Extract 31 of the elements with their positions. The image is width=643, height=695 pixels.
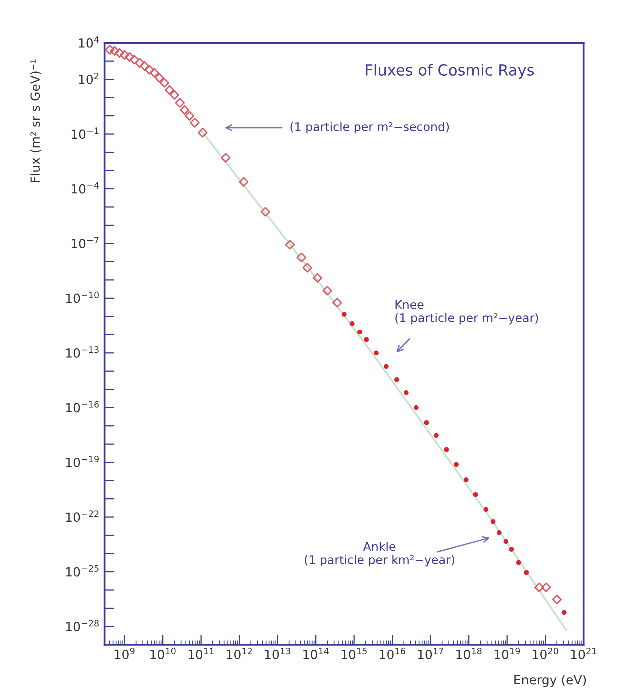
x-axis-title: Energy (eV) [514,675,586,688]
x-tick-label: 10$^{13}$ [265,648,290,660]
y-tick-label: 10$^{−22}$ [66,510,99,522]
x-tick-label: 10$^{17}$ [418,648,444,660]
x-tick-label: 10$^{20}$ [533,648,558,660]
y-tick-label: 10$^{−16}$ [66,401,100,413]
x-tick-label: 10$^{16}$ [380,648,406,660]
y-axis-title: Flux (m² sr s GeV)⁻¹ [30,60,42,182]
x-tick-label: 10$^{18}$ [456,648,482,660]
x-tick-label: 10$^{12}$ [227,648,252,660]
annotation: Ankle (1 particle per km²−year) [305,542,454,567]
y-tick-label: 10$^{−13}$ [66,346,99,358]
x-tick-label: 10$^{21}$ [571,648,596,660]
text: Fluxes of Cosmic Rays [366,64,534,79]
y-tick-label: 10$^{−7}$ [72,237,99,249]
x-tick-label: 10$^{11}$ [188,648,214,660]
x-tick-label: 10$^{19}$ [494,648,520,660]
y-tick-label: 10$^{2}$ [79,72,99,84]
y-tick-label: 10$^{−25}$ [66,565,99,577]
y-tick-label: 10$^{−10}$ [66,292,99,304]
y-tick-label: 10$^{−28}$ [66,620,99,632]
x-tick-label: 10$^{9}$ [115,648,135,660]
annotation: Knee (1 particle per m²−year) [396,300,538,325]
x-tick-label: 10$^{15}$ [342,648,367,660]
y-tick-label: 10$^{4}$ [79,36,100,48]
annotation: (1 particle per m²−second) [290,122,450,134]
x-tick-label: 10$^{10}$ [150,648,176,660]
x-tick-label: 10$^{14}$ [304,648,329,660]
y-tick-label: 10$^{−19}$ [66,456,99,468]
y-tick-label: 10$^{−4}$ [72,182,100,194]
y-tick-label: 10$^{−1}$ [72,128,99,140]
